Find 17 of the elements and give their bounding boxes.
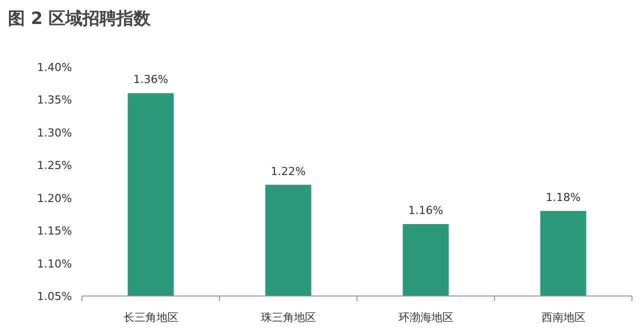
x-tick-label: 环渤海地区 (398, 311, 454, 324)
data-label: 1.22% (270, 164, 306, 178)
chart-title: 图 2 区域招聘指数 (8, 9, 152, 29)
data-label: 1.16% (408, 204, 444, 218)
data-label: 1.36% (133, 73, 168, 86)
y-tick-label: 1.40% (37, 61, 72, 74)
data-label: 1.18% (546, 190, 581, 204)
y-tick-label: 1.15% (37, 224, 72, 238)
y-tick-label: 1.20% (37, 192, 72, 205)
y-tick-label: 1.10% (37, 257, 72, 270)
x-tick-label: 珠三角地区 (260, 311, 316, 324)
y-tick-label: 1.35% (37, 94, 72, 107)
x-tick-label: 长三角地区 (123, 311, 178, 324)
y-tick-label: 1.25% (37, 159, 72, 172)
y-tick-label: 1.05% (37, 290, 72, 303)
y-tick-label: 1.30% (37, 126, 72, 140)
x-tick-label: 西南地区 (541, 311, 586, 324)
